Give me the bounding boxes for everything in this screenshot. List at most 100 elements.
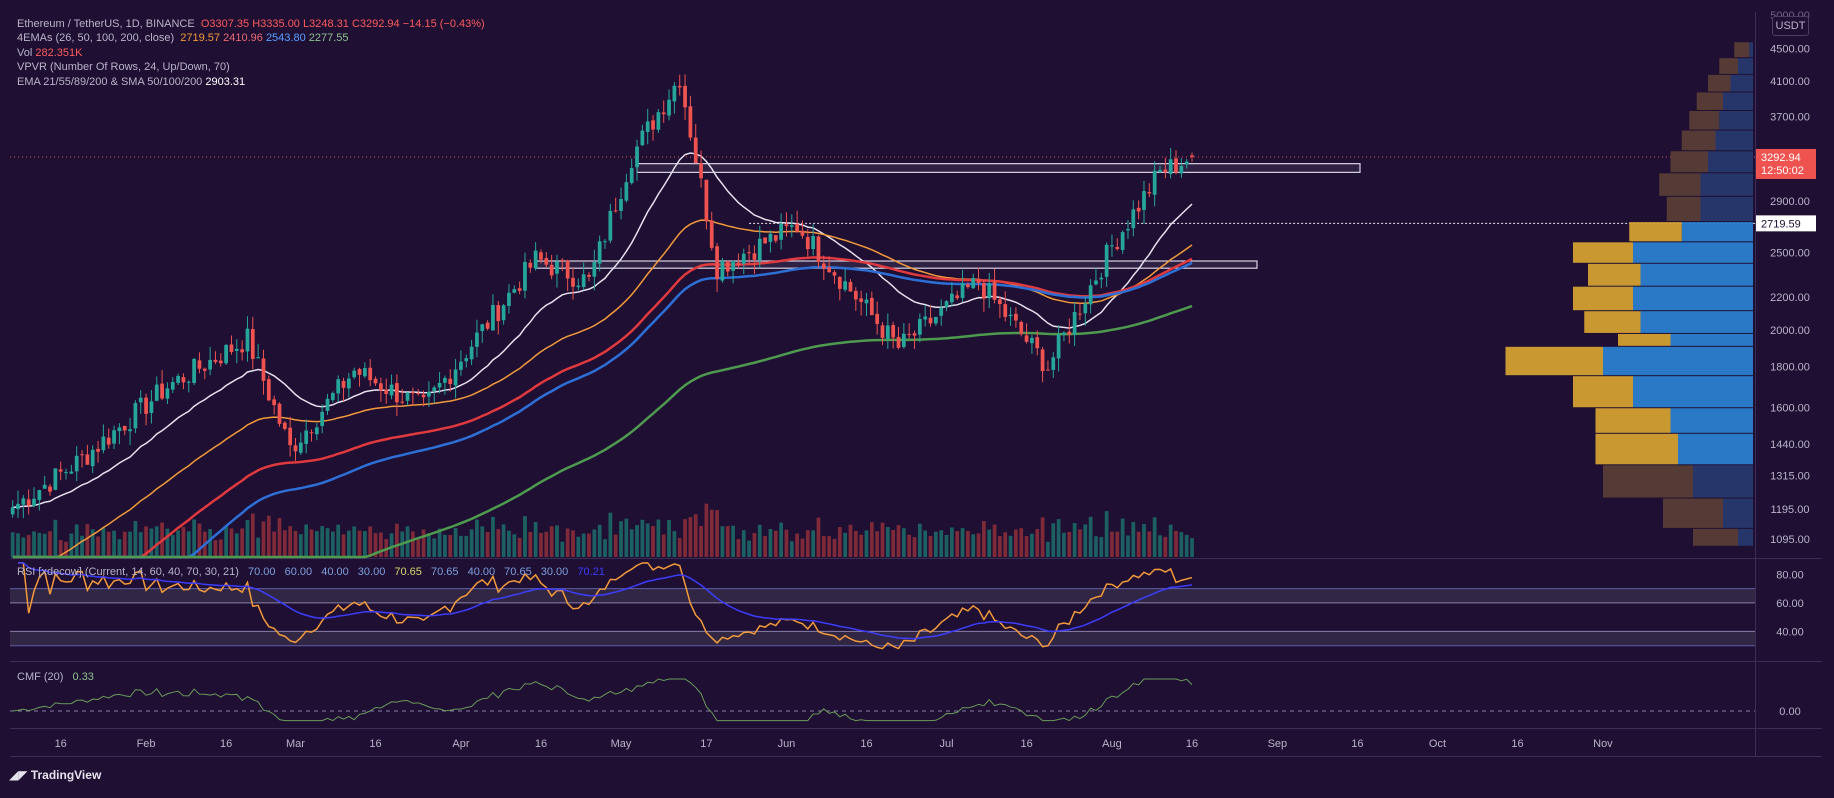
candle[interactable] [352,370,357,378]
candle[interactable] [907,334,912,336]
candle[interactable] [213,359,218,363]
cmf-label[interactable]: CMF (20) [17,671,64,683]
candle[interactable] [48,486,52,492]
candle[interactable] [309,432,314,434]
candle[interactable] [144,397,148,414]
candle[interactable] [773,235,778,241]
candle[interactable] [859,298,864,302]
candle[interactable] [85,454,90,465]
candle[interactable] [683,85,687,108]
candle[interactable] [843,281,848,290]
candle[interactable] [1168,159,1173,175]
resistance-zone[interactable] [636,163,1361,173]
candle[interactable] [645,121,650,132]
candle[interactable] [448,378,453,385]
candle[interactable] [208,359,212,370]
candle[interactable] [816,236,821,262]
candle[interactable] [363,368,367,377]
candle[interactable] [53,468,58,490]
candle[interactable] [224,344,228,364]
candle[interactable] [752,253,757,260]
symbol-name[interactable]: Ethereum / TetherUS, 1D, BINANCE [17,18,195,30]
candle[interactable] [480,324,485,332]
candle[interactable] [1115,246,1120,250]
vpvr-row[interactable]: VPVR (Number Of Rows, 24, Up/Down, 70) [17,60,485,74]
candle[interactable] [288,427,293,446]
candle[interactable] [26,499,31,506]
candle[interactable] [325,398,330,411]
candle[interactable] [837,276,842,289]
candle[interactable] [507,292,511,307]
candle[interactable] [1174,158,1178,173]
candle[interactable] [1147,192,1152,194]
candle[interactable] [517,288,522,291]
candle[interactable] [1056,334,1061,359]
candle[interactable] [379,383,383,391]
rsi-label[interactable]: RSI [xdecow] (Current, 14, 60, 40, 70, 3… [17,566,239,578]
candle[interactable] [149,401,154,414]
candle[interactable] [544,258,549,265]
candle[interactable] [891,324,896,338]
candle[interactable] [971,278,976,289]
candle[interactable] [443,377,447,383]
candle[interactable] [106,437,111,445]
candle[interactable] [608,210,613,241]
candle[interactable] [1046,369,1050,371]
candle[interactable] [112,430,116,444]
candle[interactable] [74,455,79,472]
candle[interactable] [1051,357,1056,370]
candle[interactable] [1035,337,1040,349]
candle[interactable] [720,261,725,281]
candle[interactable] [181,377,186,383]
candle[interactable] [661,112,666,115]
candle[interactable] [624,182,629,201]
candle[interactable] [747,252,751,254]
candle[interactable] [1190,155,1194,157]
candle[interactable] [523,261,527,291]
candle[interactable] [592,261,597,277]
candle[interactable] [880,325,885,338]
candle[interactable] [1078,313,1082,315]
candle[interactable] [1104,244,1109,277]
candle[interactable] [928,317,933,324]
candle[interactable] [731,260,735,271]
candle[interactable] [987,283,992,299]
candle[interactable] [165,388,170,399]
candle[interactable] [1030,337,1034,344]
vol-row[interactable]: Vol 282.351K [17,46,485,60]
candle[interactable] [1158,169,1162,173]
candle[interactable] [587,274,591,277]
candle[interactable] [1126,229,1130,231]
ema-sma-row[interactable]: EMA 21/55/89/200 & SMA 50/100/200 2903.3… [17,75,485,89]
candle[interactable] [955,295,960,299]
candle[interactable] [1014,313,1018,321]
candle[interactable] [304,430,309,444]
candle[interactable] [16,503,20,510]
candle[interactable] [250,328,255,359]
tradingview-logo[interactable]: ◢◤ TradingView [9,768,101,782]
candle[interactable] [736,262,741,266]
candle[interactable] [1083,303,1088,314]
candle[interactable] [10,507,15,515]
candle[interactable] [240,349,245,353]
candle[interactable] [1008,314,1013,317]
candle[interactable] [58,469,63,472]
candle[interactable] [1136,207,1141,212]
candle[interactable] [688,106,693,138]
candle[interactable] [432,387,437,392]
candle[interactable] [69,471,74,474]
candle[interactable] [939,307,944,316]
candle[interactable] [976,279,981,283]
vpvr-label[interactable]: VPVR (Number Of Rows, 24, Up/Down, 70) [17,61,230,74]
candle[interactable] [464,358,469,362]
candle[interactable] [330,393,335,401]
candle[interactable] [1152,170,1157,195]
candle[interactable] [640,130,645,146]
ema89-line[interactable] [12,256,1193,559]
candle[interactable] [21,498,26,505]
candle[interactable] [960,283,965,299]
candle[interactable] [672,85,677,102]
candle[interactable] [459,361,463,370]
candle[interactable] [256,357,261,359]
